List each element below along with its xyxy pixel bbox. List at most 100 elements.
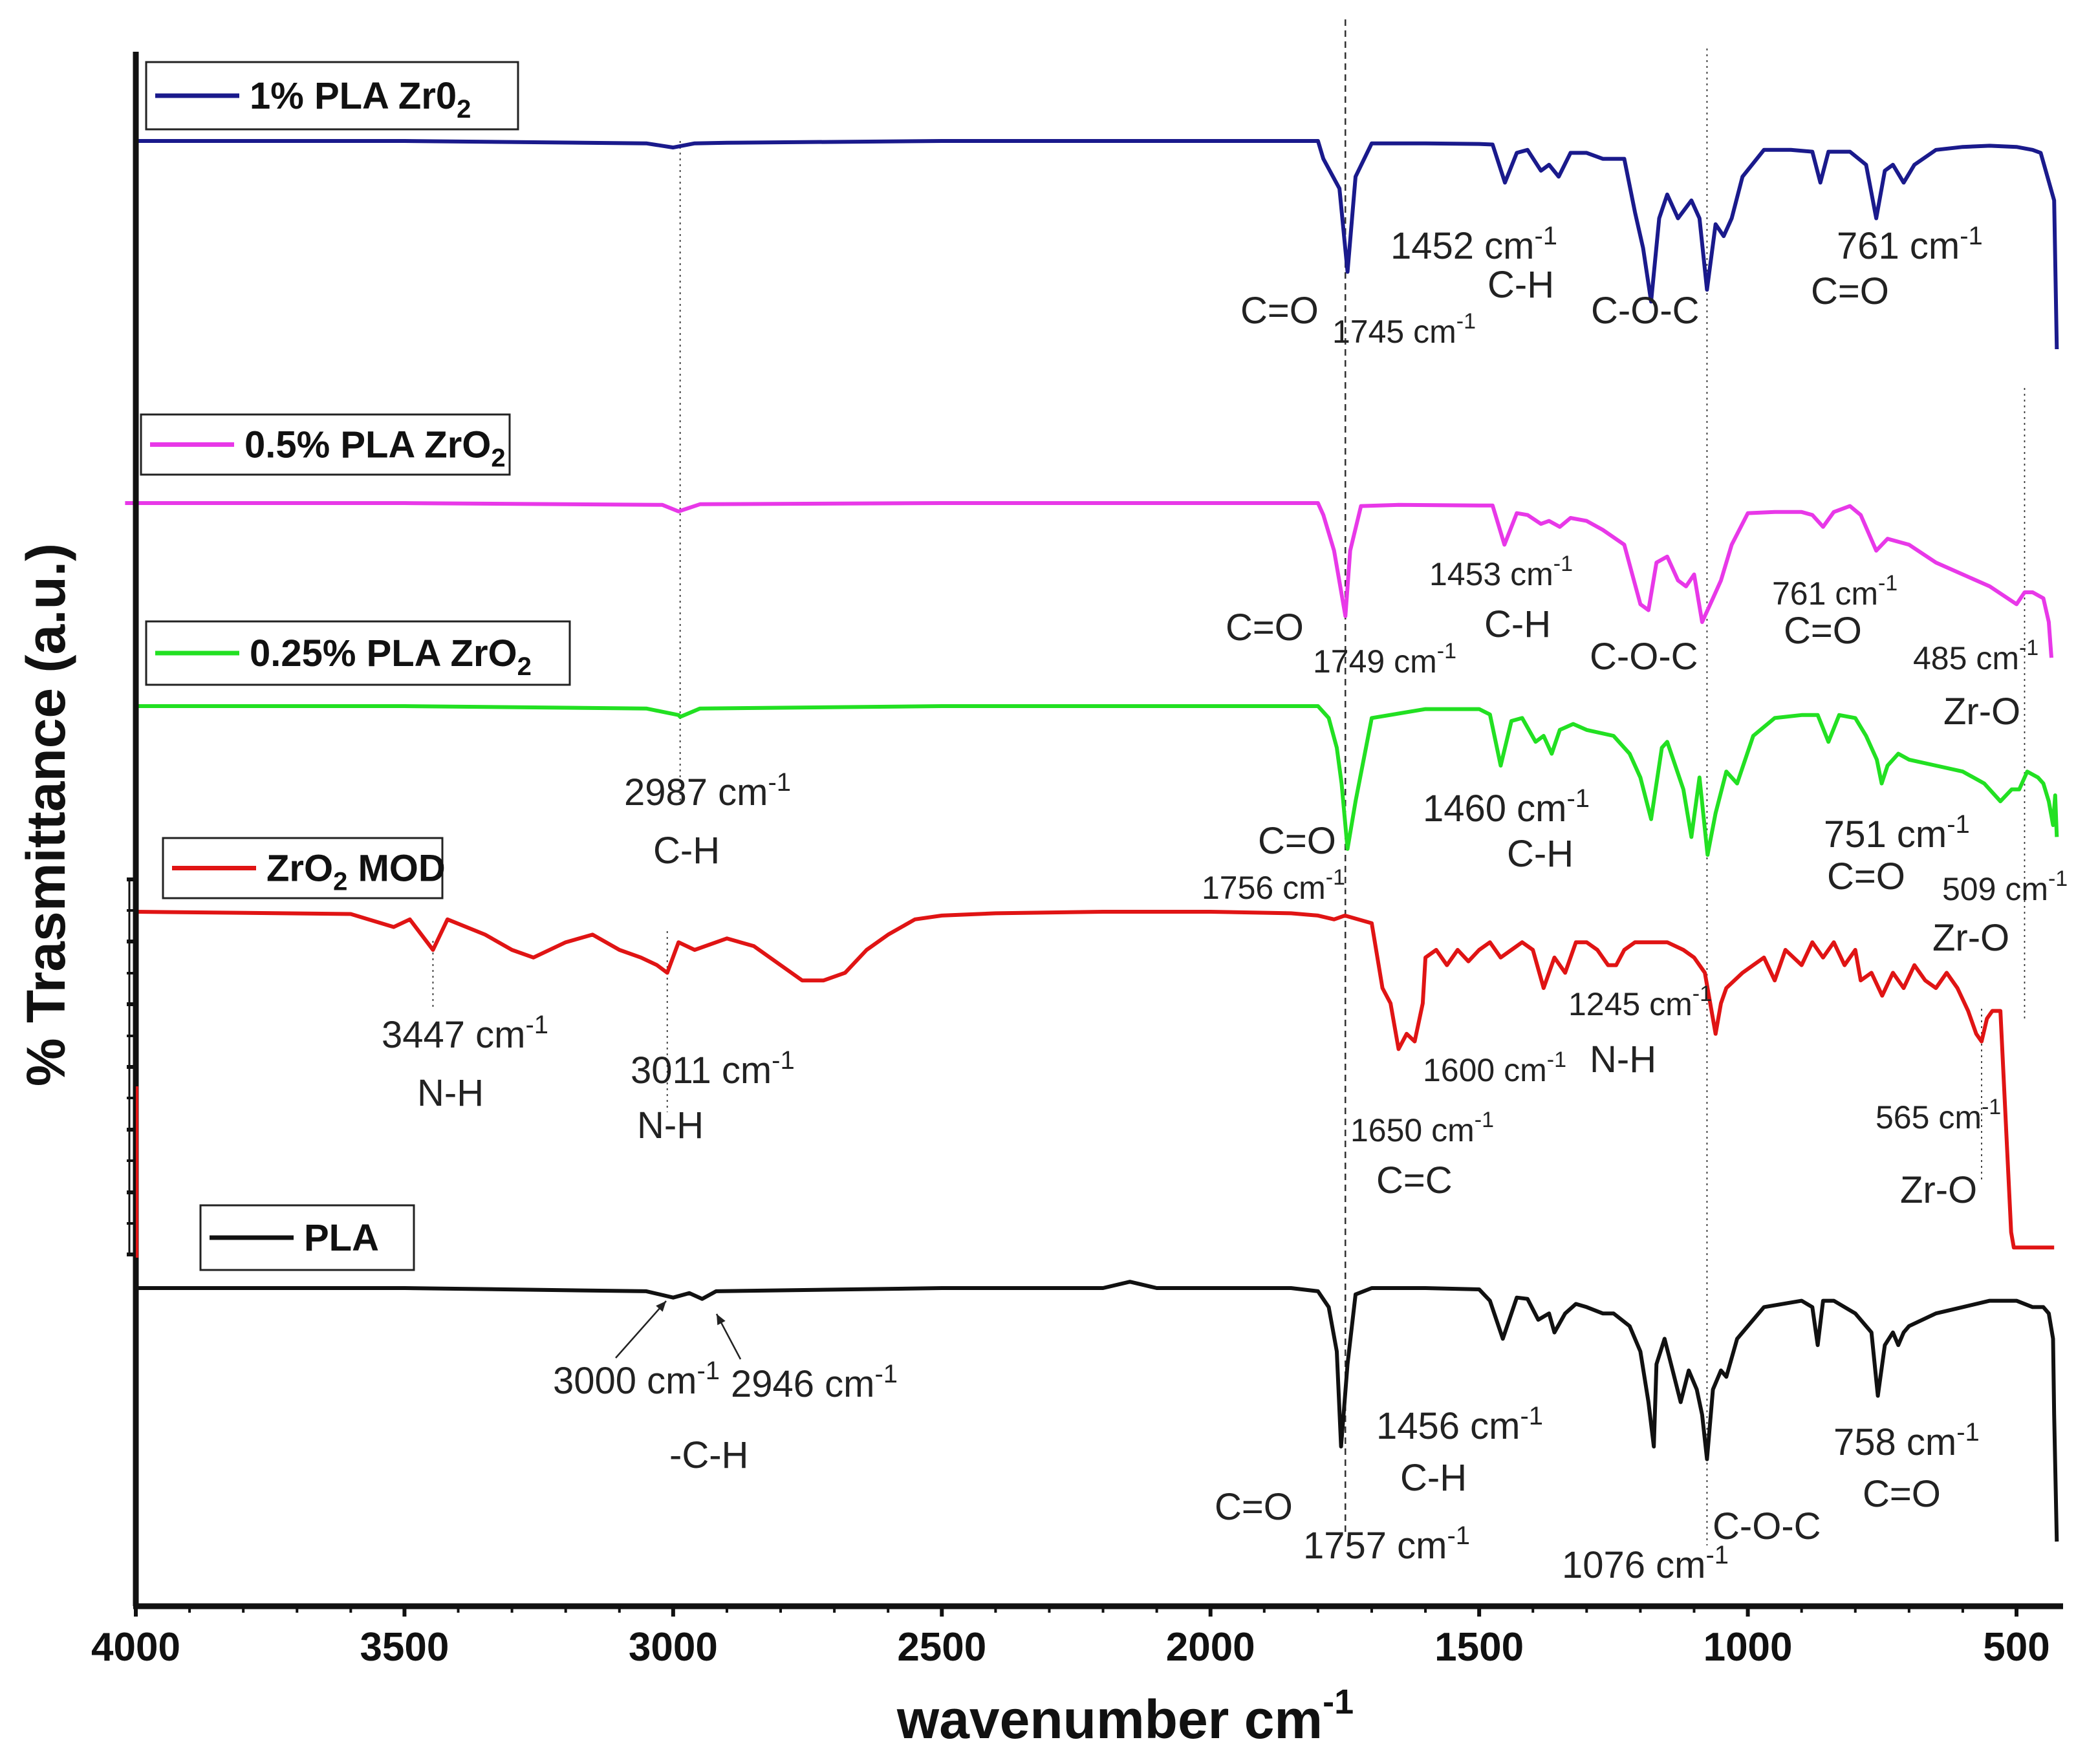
annotation-sup: -1 (874, 1360, 898, 1388)
x-tick-label-500: 500 (1983, 1625, 2049, 1670)
annotation-40: 1456 cm-1 (1376, 1402, 1543, 1447)
x-tick-label-2500: 2500 (897, 1625, 986, 1670)
annotation-44: 1076 cm-1 (1562, 1541, 1729, 1586)
series-line-0 (136, 139, 2059, 350)
annotation-45: C-O-C (1713, 1505, 1821, 1547)
annotation-sup: -1 (1547, 1048, 1566, 1072)
legend-item-4: PLA (199, 1204, 415, 1271)
annotation-43: 1757 cm-1 (1303, 1522, 1470, 1567)
annotation-13: C=O (1784, 610, 1862, 652)
series-line-1 (125, 501, 2053, 658)
annotation-sup: -1 (1878, 571, 1898, 596)
y-axis-title: % Trasmittance (a.u.) (16, 543, 76, 1086)
annotation-sup: -1 (1566, 784, 1590, 813)
annotation-sup: -1 (1553, 552, 1573, 576)
annotation-text: C-H (1487, 264, 1554, 306)
annotation-text: C-O-C (1590, 636, 1698, 678)
annotation-text: -C-H (669, 1434, 748, 1476)
annotation-sup: -1 (772, 1046, 795, 1075)
annotation-8: C-H (1484, 603, 1551, 645)
annotation-text: C-O-C (1591, 290, 1700, 332)
x-axis-title-text: wavenumber cm (896, 1689, 1323, 1750)
annotation-35: 565 cm-1 (1876, 1095, 2001, 1135)
annotation-sup: -1 (1475, 1108, 1494, 1132)
annotation-text: N-H (637, 1104, 704, 1146)
annotation-text: 509 cm (1942, 871, 2048, 907)
annotation-31: 1600 cm-1 (1423, 1048, 1566, 1088)
annotation-text: C=O (1811, 270, 1889, 312)
annotation-text: 1456 cm (1376, 1405, 1520, 1447)
annotation-text: 1749 cm (1313, 643, 1437, 680)
legend-label-sub: 2 (457, 95, 471, 124)
annotation-41: C-H (1400, 1457, 1467, 1499)
legend-label-sub: 2 (491, 444, 505, 473)
annotation-text: 751 cm (1824, 813, 1947, 855)
arrow-2946-head (717, 1314, 726, 1326)
annotation-sup: -1 (1520, 1402, 1543, 1430)
annotation-11: C-O-C (1590, 636, 1698, 678)
x-tick-label-3500: 3500 (360, 1625, 449, 1670)
annotation-text: 1453 cm (1429, 556, 1553, 592)
annotation-14: 485 cm-1 (1913, 636, 2039, 676)
annotation-5: 761 cm-1 (1837, 222, 1983, 267)
annotation-sup: -1 (1447, 1522, 1470, 1550)
annotation-46: 758 cm-1 (1833, 1418, 1980, 1463)
annotation-24: 509 cm-1 (1942, 866, 2068, 907)
annotation-text: C-H (653, 830, 720, 872)
annotation-sup: -1 (1534, 222, 1557, 250)
x-axis-title: wavenumber cm-1 (896, 1683, 1354, 1750)
annotation-23: C=O (1827, 855, 1905, 898)
legend-item-1: 0.5% PLA ZrO2 (140, 413, 511, 476)
series-line-4 (136, 1280, 2059, 1542)
annotation-26: 3447 cm-1 (382, 1011, 548, 1056)
annotation-sup: -1 (525, 1011, 548, 1039)
annotation-text: N-H (1590, 1038, 1656, 1081)
annotation-text: C-H (1400, 1457, 1467, 1499)
x-axis-ticks: 4000 3500 3000 2500 2000 1500 1000 500 (91, 1606, 2050, 1670)
annotation-text: 2946 cm (731, 1363, 874, 1405)
annotation-sup: -1 (1705, 1541, 1729, 1569)
annotation-text: 3000 cm (553, 1360, 697, 1402)
annotation-text: 1745 cm (1332, 314, 1456, 350)
legend-item-2: 0.25% PLA ZrO2 (145, 620, 571, 686)
annotation-text: C=O (1784, 610, 1862, 652)
annotation-3: 1745 cm-1 (1332, 309, 1476, 350)
annotation-text: Zr-O (1900, 1169, 1977, 1211)
annotation-25: Zr-O (1932, 917, 2009, 959)
annotation-text: 3011 cm (631, 1049, 772, 1092)
annotation-9: C=O (1226, 607, 1304, 649)
annotation-text: 1600 cm (1423, 1052, 1547, 1088)
arrow-3000 (615, 1300, 667, 1359)
annotation-7: 1453 cm-1 (1429, 552, 1573, 592)
annotation-sup: -1 (1947, 810, 1970, 839)
annotation-sup: -1 (697, 1357, 720, 1385)
annotation-6: C=O (1811, 270, 1889, 312)
annotation-38: 2946 cm-1 (731, 1360, 898, 1405)
annotation-39: -C-H (669, 1434, 748, 1476)
annotation-text: C=O (1226, 607, 1304, 649)
annotation-sup: -1 (1956, 1418, 1980, 1447)
annotation-text: 1460 cm (1423, 788, 1566, 830)
annotation-text: C-H (1484, 603, 1551, 645)
legend-label-suffix: MOD (347, 848, 445, 890)
annotation-47: C=O (1863, 1473, 1941, 1515)
legend-label: 0.5% PLA ZrO2 (244, 424, 506, 473)
annotation-17: C-H (653, 830, 720, 872)
annotation-text: 1076 cm (1562, 1544, 1705, 1586)
annotation-18: C=O (1258, 820, 1336, 862)
annotation-sup: -1 (2019, 636, 2039, 660)
legend-label: 0.25% PLA ZrO2 (250, 632, 532, 681)
annotation-12: 761 cm-1 (1772, 571, 1898, 612)
annotation-21: C-H (1507, 833, 1574, 875)
legend-label-main: 0.5% PLA ZrO (244, 424, 491, 466)
annotation-37: 3000 cm-1 (553, 1357, 720, 1402)
x-tick-label-1500: 1500 (1434, 1625, 1524, 1670)
annotation-text: 565 cm (1876, 1099, 1982, 1135)
legend-label-main: 0.25% PLA ZrO (250, 632, 517, 674)
annotation-33: 1650 cm-1 (1350, 1108, 1494, 1148)
legend-label-main: PLA (304, 1217, 379, 1259)
annotation-text: C=O (1258, 820, 1336, 862)
annotation-sup: -1 (1960, 222, 1983, 250)
annotation-36: Zr-O (1900, 1169, 1977, 1211)
